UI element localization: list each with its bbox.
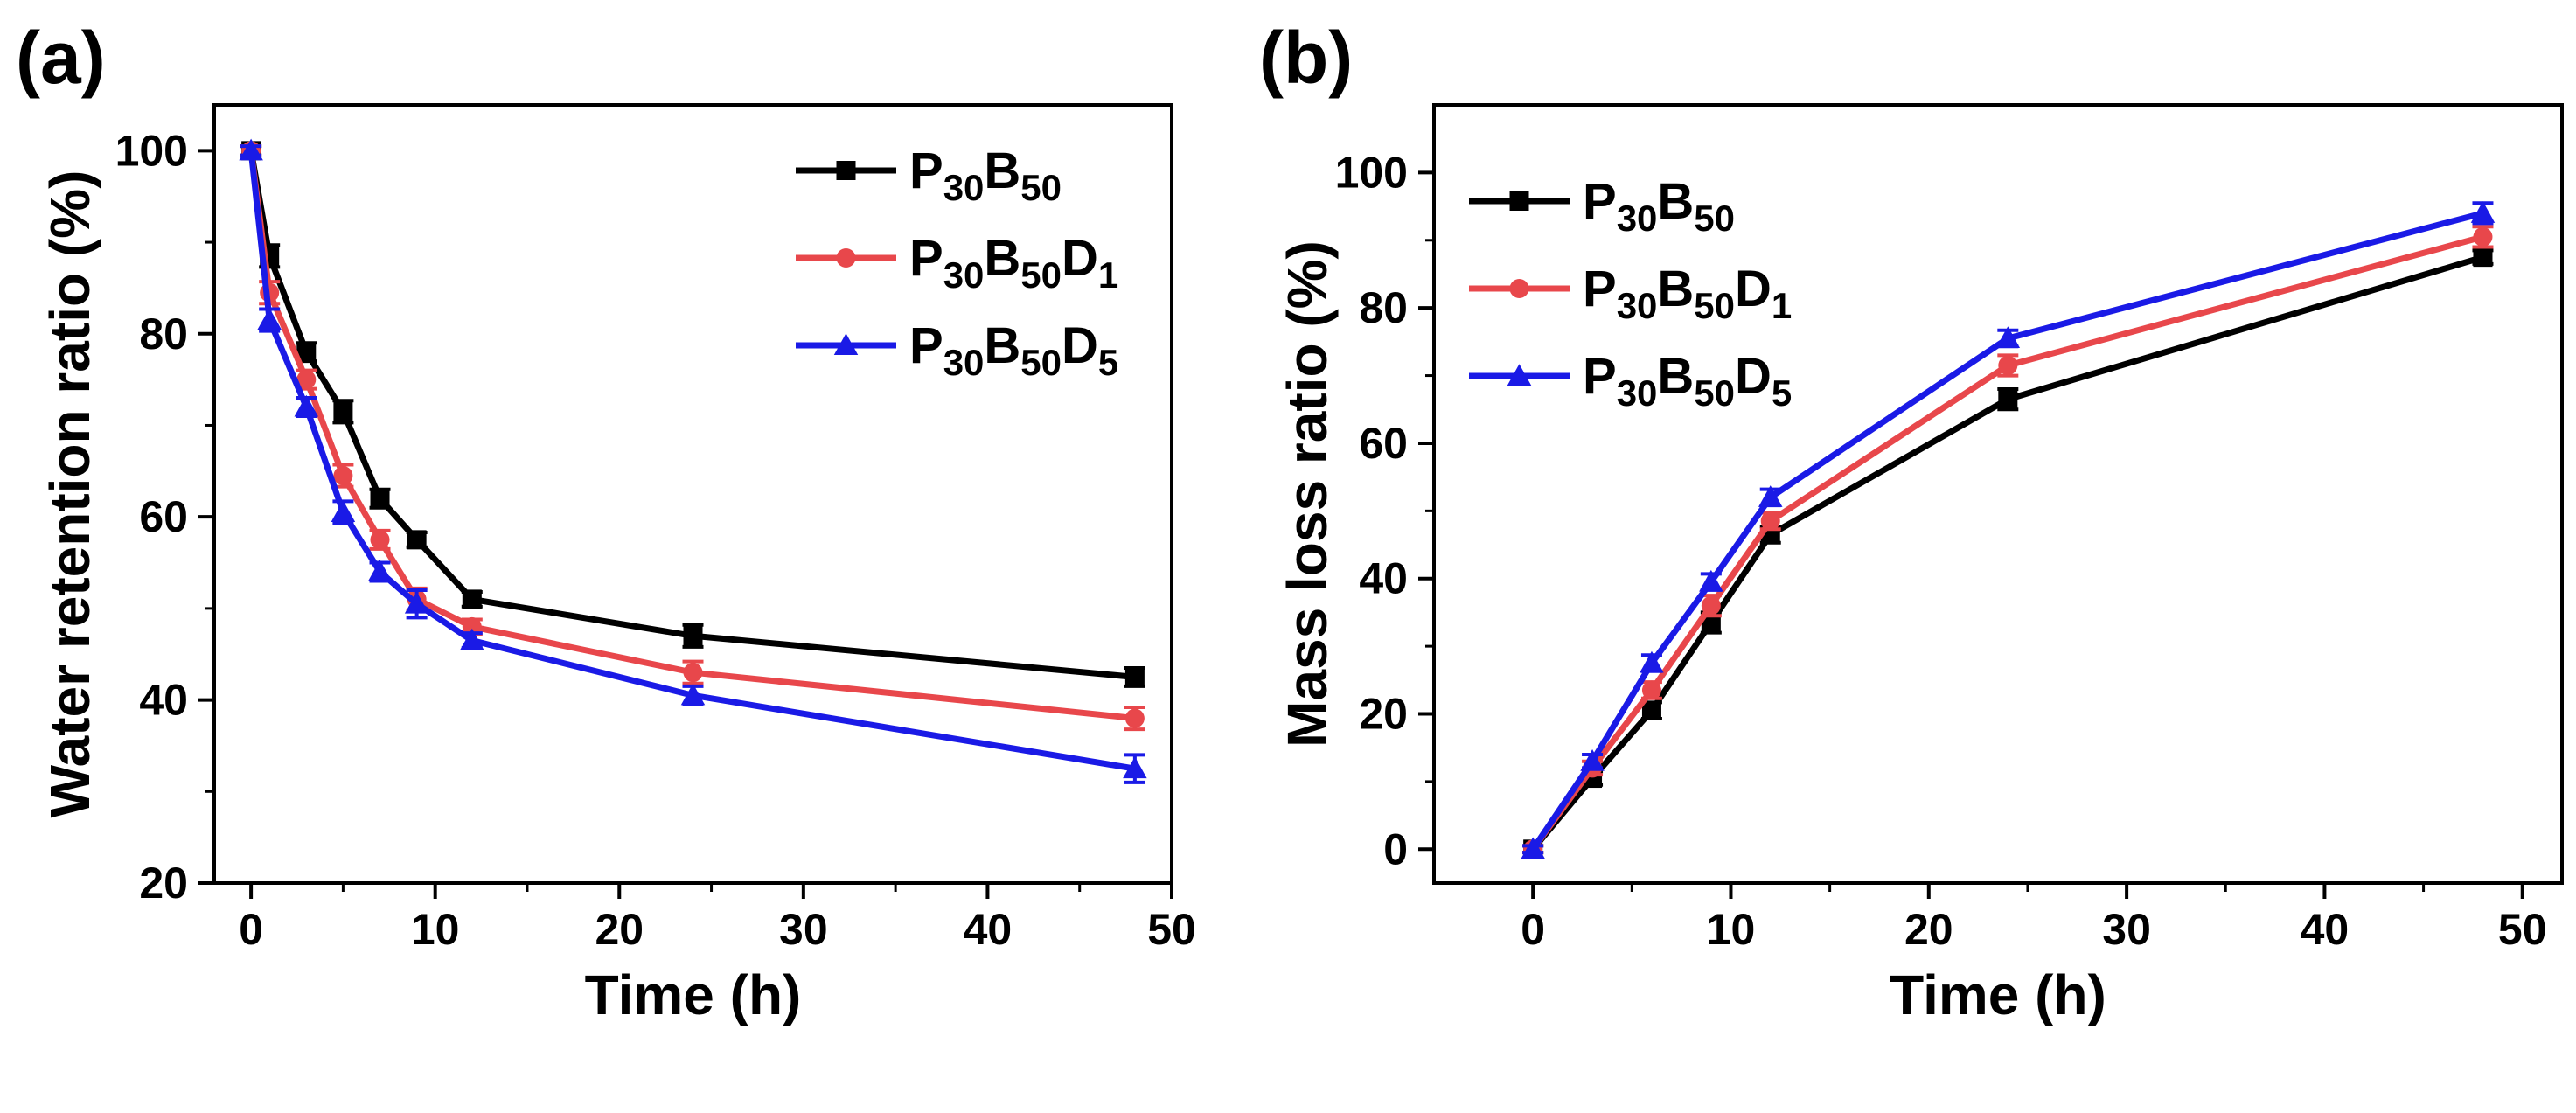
legend-label: P30B50D1: [909, 230, 1118, 296]
legend-label: P30B50: [1583, 173, 1735, 239]
panel-label: (a): [16, 17, 106, 99]
y-tick-label: 80: [139, 310, 188, 358]
data-point: [1998, 389, 2018, 409]
series-P30B50D1: [1522, 225, 2494, 859]
y-tick-label: 100: [115, 126, 188, 175]
x-tick-label: 50: [2498, 905, 2547, 954]
series-P30B50: [1522, 247, 2494, 859]
legend-label: P30B50D5: [909, 317, 1118, 383]
x-tick-label: 10: [411, 905, 460, 954]
data-point: [1580, 748, 1605, 771]
y-tick-label: 0: [1383, 824, 1408, 873]
legend-marker: [1509, 191, 1529, 211]
x-tick-label: 30: [2102, 905, 2151, 954]
legend: P30B50 P30B50D1 P30B50D5: [1469, 173, 1792, 414]
x-tick-label: 0: [1521, 905, 1545, 954]
data-point: [1641, 680, 1661, 700]
data-point: [683, 626, 703, 646]
y-tick-label: 40: [1359, 554, 1408, 603]
data-point: [680, 683, 706, 706]
data-point: [296, 370, 317, 390]
x-tick-label: 20: [595, 905, 644, 954]
legend-marker: [836, 161, 856, 180]
legend-label: P30B50: [909, 143, 1062, 208]
data-point: [1699, 569, 1723, 592]
data-point: [407, 530, 427, 550]
data-point: [331, 500, 356, 522]
x-axis-title: Time (h): [585, 963, 802, 1026]
data-point: [1521, 837, 1545, 859]
chart-panel-a: (a) 0 10 20 30 40 50 20 40 60 80 100 Time (h) Water r…: [16, 17, 1196, 1026]
data-point: [404, 591, 429, 614]
legend-marker: [833, 333, 859, 355]
data-point: [333, 401, 353, 421]
plot-frame: [212, 103, 1173, 885]
legend-label: P30B50D5: [1583, 348, 1792, 414]
y-tick-label: 40: [139, 676, 188, 725]
y-tick-label: 80: [1359, 283, 1408, 332]
y-tick-label: 60: [1359, 419, 1408, 468]
data-point: [460, 628, 484, 650]
y-axis-title: Mass loss ratio (%): [1276, 240, 1339, 748]
data-point: [1124, 708, 1145, 728]
data-point: [1640, 650, 1664, 673]
data-point: [370, 489, 390, 509]
data-point: [1124, 667, 1145, 687]
series-P30B50D5: [1521, 201, 2496, 859]
x-tick-label: 40: [2301, 905, 2350, 954]
data-point: [239, 138, 263, 161]
x-tick-label: 40: [964, 905, 1013, 954]
y-tick-label: 20: [1359, 690, 1408, 739]
data-point: [1758, 485, 1783, 507]
data-point: [1123, 756, 1147, 779]
legend-label: P30B50D1: [1583, 261, 1792, 326]
x-axis-title: Time (h): [1890, 963, 2106, 1026]
data-point: [367, 560, 393, 581]
x-tick-label: 30: [779, 905, 828, 954]
legend-marker: [836, 248, 856, 268]
data-point: [1760, 511, 1780, 531]
data-point: [462, 589, 482, 609]
data-point: [2473, 247, 2493, 268]
y-tick-label: 100: [1335, 148, 1408, 197]
series-P30B50D5: [239, 138, 1147, 784]
data-point: [294, 394, 319, 417]
x-tick-label: 0: [239, 905, 263, 954]
plot-frame: [1432, 103, 2564, 885]
x-tick-label: 10: [1707, 905, 1756, 954]
panel-label: (b): [1259, 17, 1353, 99]
data-point: [1641, 700, 1661, 720]
data-point: [257, 308, 282, 330]
data-point: [1998, 355, 2018, 375]
data-point: [683, 663, 703, 683]
x-tick-label: 50: [1147, 905, 1196, 954]
data-point: [2473, 226, 2493, 247]
data-point: [2470, 201, 2496, 223]
data-point: [1701, 595, 1721, 616]
data-point: [1995, 326, 2021, 348]
x-tick-label: 20: [1904, 905, 1953, 954]
data-point: [370, 530, 390, 550]
chart-panel-b: (b) 0 10 20 30 40 50 0 20 40 60 80 100 Time (h) Mass l…: [1259, 17, 2564, 1026]
y-tick-label: 60: [139, 492, 188, 541]
series-P30B50: [240, 141, 1145, 688]
data-point: [296, 342, 317, 362]
y-tick-label: 20: [139, 859, 188, 908]
y-axis-title: Water retention ratio (%): [38, 170, 101, 818]
data-point: [333, 466, 353, 486]
legend: P30B50 P30B50D1 P30B50D5: [796, 143, 1118, 383]
legend-marker: [1507, 364, 1532, 386]
legend-marker: [1509, 279, 1529, 298]
